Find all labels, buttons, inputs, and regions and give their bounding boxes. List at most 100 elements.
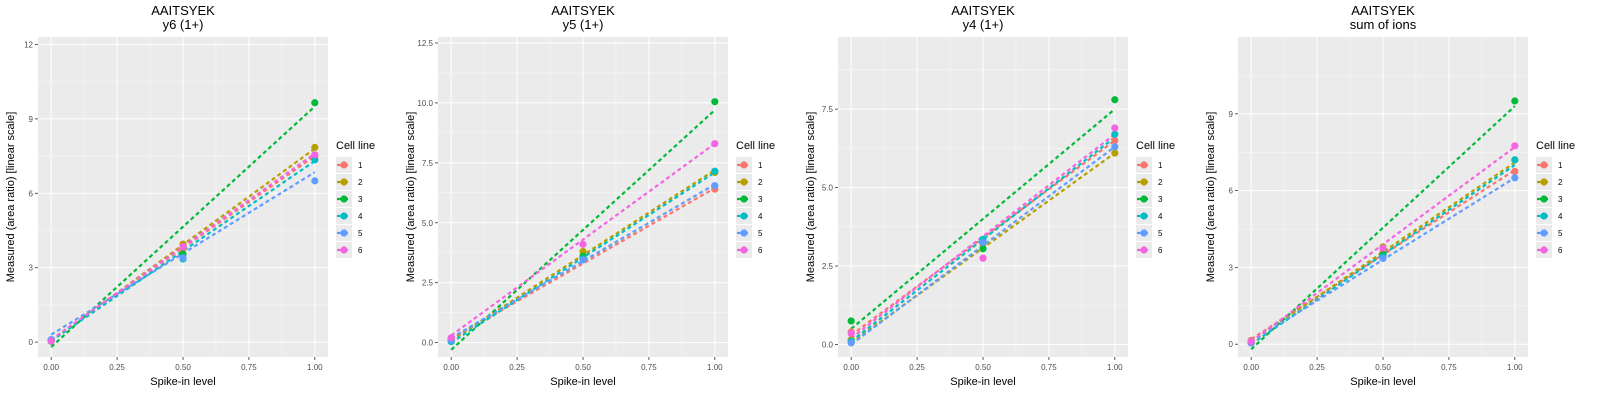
legend-dot-cell-line-2 — [340, 178, 348, 186]
data-point-cell-line-6 — [979, 254, 987, 262]
data-point-cell-line-5 — [311, 177, 319, 185]
legend-title: Cell line — [336, 140, 375, 152]
legend-label-cell-line-5: 5 — [758, 229, 763, 238]
legend-dot-cell-line-6 — [1540, 246, 1548, 254]
x-tick-label: 0.75 — [1441, 363, 1457, 372]
x-tick-label: 0.25 — [509, 363, 525, 372]
data-point-cell-line-5 — [979, 238, 987, 247]
legend-label-cell-line-6: 6 — [758, 246, 763, 255]
legend-label-cell-line-4: 4 — [358, 212, 363, 221]
x-tick-label: 1.00 — [1507, 363, 1523, 372]
x-tick-label: 0.75 — [641, 363, 657, 372]
legend-dot-cell-line-4 — [740, 212, 748, 220]
x-tick-label: 0.50 — [975, 363, 991, 372]
y-tick-label: 3 — [1229, 263, 1234, 272]
chart-title: AAITSYEK — [151, 3, 215, 18]
legend-title: Cell line — [1136, 140, 1175, 152]
data-point-cell-line-3 — [979, 245, 987, 253]
legend-dot-cell-line-2 — [1540, 178, 1548, 186]
x-tick-label: 0.00 — [1243, 363, 1259, 372]
legend-label-cell-line-5: 5 — [1158, 229, 1163, 238]
data-point-cell-line-2 — [1111, 149, 1119, 157]
y-tick-label: 6 — [1229, 187, 1234, 196]
fit-line-cell-line-6 — [450, 142, 716, 337]
chart-svg: 0.00 0.25 0.50 0.75 1.00 0.0 2.5 5.0 7.5 10.0 12.5… — [405, 3, 775, 388]
legend-label-cell-line-4: 4 — [1158, 212, 1163, 221]
x-tick-label: 0.50 — [175, 363, 191, 372]
chart-subtitle: y6 (1+) — [163, 17, 204, 32]
y-axis-title: Measured (area ratio) [linear scale] — [5, 112, 17, 283]
chart-panel-1: 0.00 0.25 0.50 0.75 1.00 0 3 6 9 12 AAITSYEK y6 (1+… — [0, 0, 400, 400]
legend-dot-cell-line-2 — [740, 178, 748, 186]
y-axis-title: Measured (area ratio) [linear scale] — [1205, 112, 1217, 283]
y-tick-label: 0.0 — [822, 340, 834, 349]
data-point-cell-line-5 — [579, 256, 587, 264]
data-point-cell-line-4 — [311, 156, 319, 164]
fit-line-cell-line-1 — [50, 155, 316, 341]
fit-line-cell-line-3 — [1250, 105, 1516, 351]
y-tick-label: 5.0 — [422, 219, 434, 228]
x-tick-label: 0.00 — [43, 363, 59, 372]
data-point-cell-line-6 — [1379, 244, 1387, 252]
chart-panel-2: 0.00 0.25 0.50 0.75 1.00 0.0 2.5 5.0 7.5 10.0 12.5… — [400, 0, 800, 400]
chart-svg: 0.00 0.25 0.50 0.75 1.00 0.0 2.5 5.0 7.5 AAITSYEK… — [805, 3, 1175, 388]
chart-title: AAITSYEK — [551, 3, 615, 18]
legend-dot-cell-line-3 — [1540, 195, 1548, 203]
data-point-cell-line-6 — [1111, 124, 1119, 132]
legend-label-cell-line-2: 2 — [1158, 178, 1163, 187]
data-point-cell-line-5 — [1379, 254, 1387, 263]
x-tick-label: 1.00 — [1107, 363, 1123, 372]
data-point-cell-line-5 — [1111, 143, 1119, 151]
legend-label-cell-line-3: 3 — [1158, 195, 1163, 204]
x-tick-label: 1.00 — [307, 363, 323, 372]
legend-label-cell-line-6: 6 — [358, 246, 363, 255]
x-tick-label: 1.00 — [707, 363, 723, 372]
data-point-cell-line-5 — [711, 182, 719, 190]
data-point-cell-line-4 — [711, 167, 719, 175]
legend-dot-cell-line-5 — [740, 229, 748, 237]
legend-label-cell-line-3: 3 — [1558, 195, 1563, 204]
data-point-cell-line-3 — [311, 99, 319, 107]
legend-label-cell-line-5: 5 — [358, 229, 363, 238]
legend-dot-cell-line-6 — [740, 246, 748, 254]
chart-title: AAITSYEK — [951, 3, 1015, 18]
y-tick-label: 9 — [29, 115, 34, 124]
chart-panel-3: 0.00 0.25 0.50 0.75 1.00 0.0 2.5 5.0 7.5 AAITSYEK… — [800, 0, 1200, 400]
data-point-cell-line-6 — [311, 151, 319, 159]
legend-label-cell-line-2: 2 — [358, 178, 363, 187]
chart-panel-4: 0.00 0.25 0.50 0.75 1.00 0 3 6 9 AAITSYEK sum of i… — [1200, 0, 1600, 400]
fit-line-cell-line-3 — [850, 108, 1116, 330]
y-axis-title: Measured (area ratio) [linear scale] — [405, 112, 417, 283]
y-tick-label: 7.5 — [822, 105, 834, 114]
legend-dot-cell-line-2 — [1140, 178, 1148, 186]
legend-label-cell-line-4: 4 — [758, 212, 763, 221]
legend-dot-cell-line-6 — [340, 246, 348, 254]
legend-label-cell-line-3: 3 — [358, 195, 363, 204]
data-point-cell-line-6 — [579, 240, 587, 248]
legend-title: Cell line — [736, 140, 775, 152]
legend-dot-cell-line-3 — [740, 195, 748, 203]
y-axis-title: Measured (area ratio) [linear scale] — [805, 112, 817, 283]
data-point-cell-line-3 — [711, 98, 719, 106]
x-axis-title: Spike-in level — [950, 376, 1015, 388]
x-tick-label: 0.75 — [241, 363, 257, 372]
y-tick-label: 0 — [29, 338, 34, 347]
x-axis-title: Spike-in level — [550, 376, 615, 388]
legend-dot-cell-line-4 — [340, 212, 348, 220]
data-point-cell-line-6 — [47, 337, 55, 345]
fit-line-cell-line-5 — [450, 183, 716, 339]
data-point-cell-line-6 — [1247, 338, 1255, 346]
chart-subtitle: y5 (1+) — [563, 17, 604, 32]
legend-label-cell-line-2: 2 — [1558, 178, 1563, 187]
legend-dot-cell-line-6 — [1140, 246, 1148, 254]
data-point-cell-line-6 — [711, 140, 719, 148]
x-tick-label: 0.75 — [1041, 363, 1057, 372]
x-tick-label: 0.50 — [1375, 363, 1391, 372]
legend-label-cell-line-5: 5 — [1558, 229, 1563, 238]
data-point-cell-line-5 — [847, 339, 855, 347]
data-point-cell-line-6 — [1511, 142, 1519, 150]
data-point-cell-line-6 — [847, 329, 855, 338]
data-point-cell-line-6 — [179, 243, 187, 251]
x-axis-title: Spike-in level — [150, 376, 215, 388]
